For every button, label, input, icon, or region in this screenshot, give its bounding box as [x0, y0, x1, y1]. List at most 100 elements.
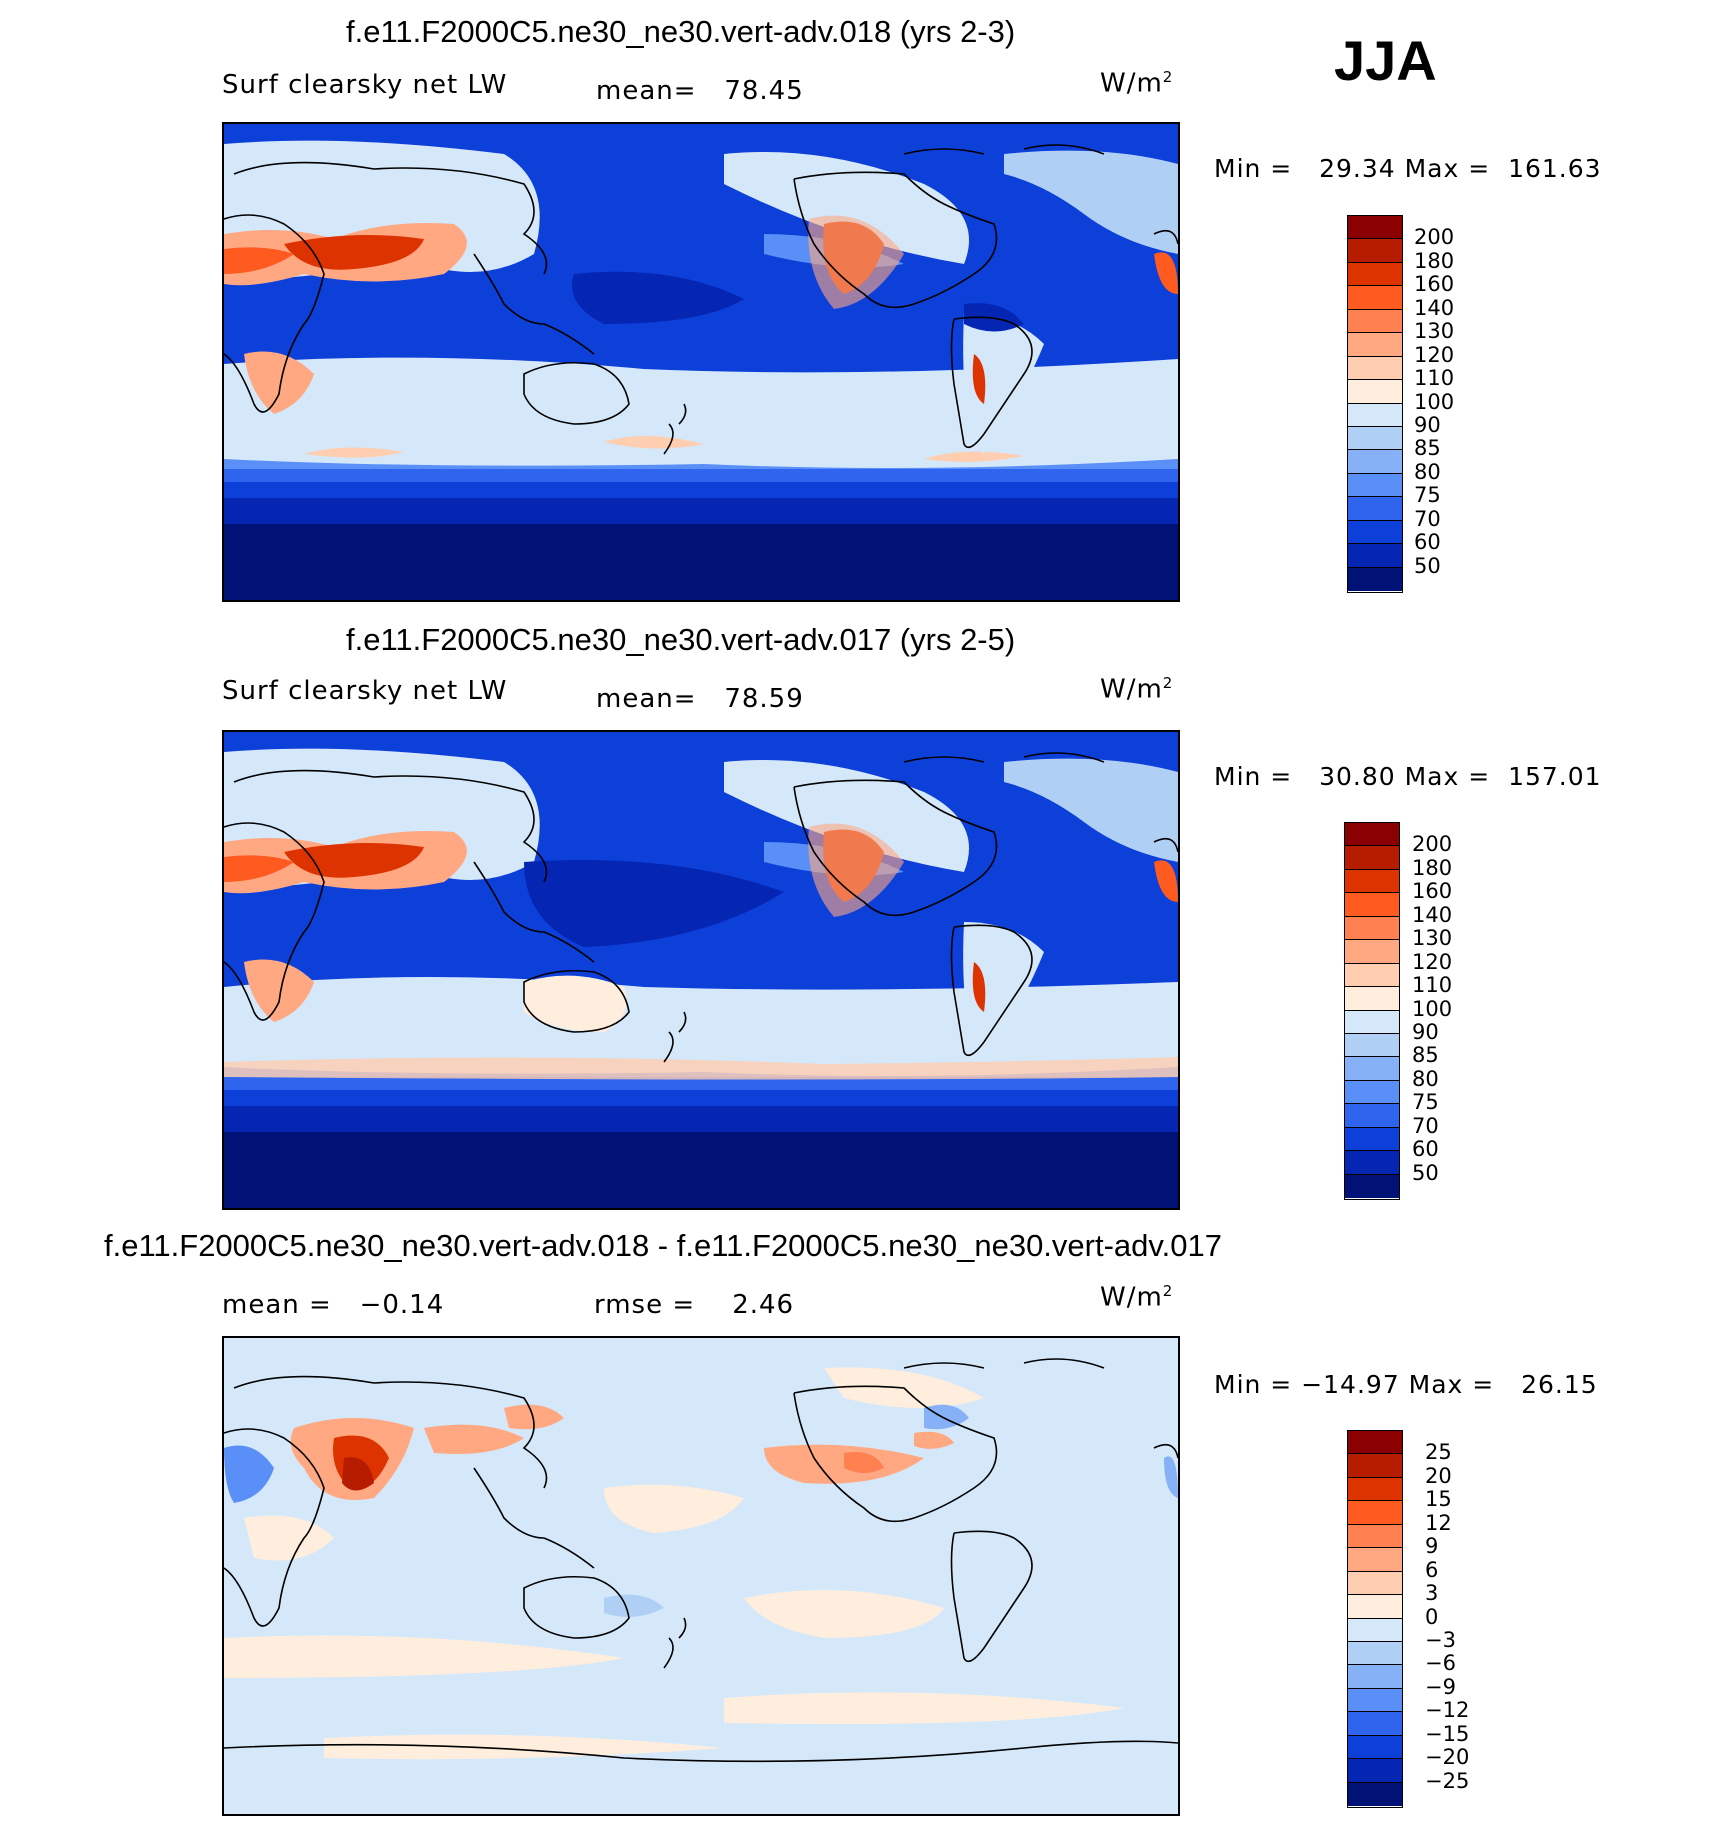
- panel-2-colorbar-labels: 200 180 160 140 130 120 110 100 90 85 80 75 70 60 50: [1412, 822, 1492, 1200]
- colorbar-swatch: [1348, 216, 1402, 240]
- colorbar-tick-label: 110: [1412, 973, 1453, 998]
- panel-2-units: W/m2: [1100, 674, 1174, 705]
- colorbar-swatch: [1348, 403, 1402, 427]
- panel-2-title: f.e11.F2000C5.ne30_ne30.vert-adv.017 (yr…: [346, 622, 1016, 657]
- colorbar-swatch: [1345, 1057, 1399, 1081]
- colorbar-swatch: [1348, 426, 1402, 451]
- colorbar-tick-label: 130: [1412, 926, 1453, 951]
- panel-3-title: f.e11.F2000C5.ne30_ne30.vert-adv.018 - f…: [104, 1228, 1222, 1263]
- colorbar-swatch: [1345, 1174, 1399, 1198]
- panel-2-variable-label: Surf clearsky net LW: [222, 676, 508, 706]
- colorbar-swatch: [1348, 1477, 1402, 1502]
- colorbar-swatch: [1348, 544, 1402, 568]
- colorbar-swatch: [1348, 1431, 1402, 1455]
- colorbar-tick-label: 60: [1414, 530, 1441, 555]
- colorbar-tick-label: 50: [1412, 1160, 1439, 1185]
- colorbar-tick-label: 75: [1412, 1090, 1439, 1115]
- colorbar-swatch: [1345, 987, 1399, 1011]
- colorbar-swatch: [1348, 1712, 1402, 1736]
- colorbar-swatch: [1345, 1010, 1399, 1034]
- colorbar-tick-label: −3: [1425, 1627, 1456, 1652]
- colorbar-tick-label: 85: [1414, 436, 1441, 461]
- colorbar-swatch: [1348, 262, 1402, 287]
- colorbar-swatch: [1345, 1033, 1399, 1058]
- colorbar-swatch: [1348, 1665, 1402, 1689]
- colorbar-swatch: [1348, 380, 1402, 404]
- colorbar-swatch: [1348, 239, 1402, 263]
- panel-2-mean-label: mean= 78.59: [596, 684, 804, 714]
- colorbar-tick-label: −6: [1425, 1651, 1456, 1676]
- colorbar-tick-label: 25: [1425, 1440, 1452, 1465]
- colorbar-swatch: [1345, 1104, 1399, 1128]
- colorbar-tick-label: −25: [1425, 1768, 1470, 1793]
- panel-2-map: [222, 730, 1180, 1210]
- colorbar-tick-label: 50: [1414, 553, 1441, 578]
- season-label: JJA: [1334, 29, 1437, 92]
- colorbar-swatch: [1345, 893, 1399, 917]
- colorbar-tick-label: 80: [1414, 459, 1441, 484]
- colorbar-swatch: [1348, 1735, 1402, 1760]
- colorbar-swatch: [1348, 1595, 1402, 1619]
- colorbar-swatch: [1345, 823, 1399, 847]
- colorbar-tick-label: 160: [1414, 272, 1455, 297]
- colorbar-swatch: [1345, 846, 1399, 870]
- colorbar-swatch: [1345, 1127, 1399, 1152]
- colorbar-tick-label: 70: [1412, 1113, 1439, 1138]
- colorbar-tick-label: 9: [1425, 1534, 1439, 1559]
- colorbar-tick-label: 120: [1414, 342, 1455, 367]
- panel-3-mean-label: mean = −0.14: [222, 1290, 445, 1320]
- colorbar-swatch: [1348, 1548, 1402, 1572]
- panel-1-title: f.e11.F2000C5.ne30_ne30.vert-adv.018 (yr…: [346, 14, 1016, 49]
- colorbar-swatch: [1348, 473, 1402, 498]
- colorbar-tick-label: 70: [1414, 506, 1441, 531]
- colorbar-tick-label: 0: [1425, 1604, 1439, 1629]
- colorbar-swatch: [1348, 333, 1402, 357]
- colorbar-swatch: [1345, 916, 1399, 941]
- colorbar-swatch: [1348, 1618, 1402, 1642]
- colorbar-tick-label: −15: [1425, 1721, 1470, 1746]
- colorbar-swatch: [1348, 567, 1402, 591]
- panel-1-map: [222, 122, 1180, 602]
- colorbar-tick-label: 15: [1425, 1487, 1452, 1512]
- colorbar-tick-label: −9: [1425, 1674, 1456, 1699]
- colorbar-tick-label: 130: [1414, 319, 1455, 344]
- colorbar-swatch: [1348, 1524, 1402, 1549]
- colorbar-swatch: [1348, 1501, 1402, 1525]
- colorbar-tick-label: 12: [1425, 1510, 1452, 1535]
- panel-1-minmax: Min = 29.34 Max = 161.63: [1214, 154, 1602, 183]
- colorbar-swatch: [1345, 1080, 1399, 1105]
- colorbar-swatch: [1345, 963, 1399, 988]
- colorbar-swatch: [1348, 309, 1402, 334]
- colorbar-tick-label: 200: [1412, 832, 1453, 857]
- colorbar-tick-label: 20: [1425, 1463, 1452, 1488]
- colorbar-tick-label: 100: [1412, 996, 1453, 1021]
- panel-2-minmax: Min = 30.80 Max = 157.01: [1214, 762, 1602, 791]
- panel-1-mean-label: mean= 78.45: [596, 76, 804, 106]
- colorbar-tick-label: −12: [1425, 1698, 1470, 1723]
- colorbar-swatch: [1345, 869, 1399, 894]
- colorbar-swatch: [1348, 1641, 1402, 1666]
- colorbar-swatch: [1348, 1688, 1402, 1713]
- panel-1-colorbar-labels: 200 180 160 140 130 120 110 100 90 85 80 75 70 60 50: [1414, 215, 1494, 593]
- colorbar-tick-label: 200: [1414, 225, 1455, 250]
- colorbar-tick-label: 6: [1425, 1557, 1439, 1582]
- panel-1-units: W/m2: [1100, 68, 1174, 99]
- colorbar-tick-label: 140: [1414, 295, 1455, 320]
- panel-3-units: W/m2: [1100, 1282, 1174, 1313]
- colorbar-swatch: [1348, 286, 1402, 310]
- panel-1-colorbar: [1347, 215, 1403, 593]
- colorbar-swatch: [1345, 940, 1399, 964]
- colorbar-tick-label: 140: [1412, 902, 1453, 927]
- colorbar-swatch: [1348, 356, 1402, 381]
- colorbar-swatch: [1348, 450, 1402, 474]
- colorbar-swatch: [1348, 1782, 1402, 1806]
- colorbar-tick-label: 110: [1414, 366, 1455, 391]
- panel-3-colorbar-labels: 25 20 15 12 9 6 3 0 −3 −6 −9 −12 −15 −20 −25: [1425, 1430, 1505, 1808]
- colorbar-swatch: [1348, 497, 1402, 521]
- colorbar-tick-label: 80: [1412, 1066, 1439, 1091]
- panel-2-colorbar: [1344, 822, 1400, 1200]
- colorbar-swatch: [1348, 520, 1402, 545]
- colorbar-tick-label: 120: [1412, 949, 1453, 974]
- colorbar-swatch: [1345, 1151, 1399, 1175]
- panel-1-variable-label: Surf clearsky net LW: [222, 70, 508, 100]
